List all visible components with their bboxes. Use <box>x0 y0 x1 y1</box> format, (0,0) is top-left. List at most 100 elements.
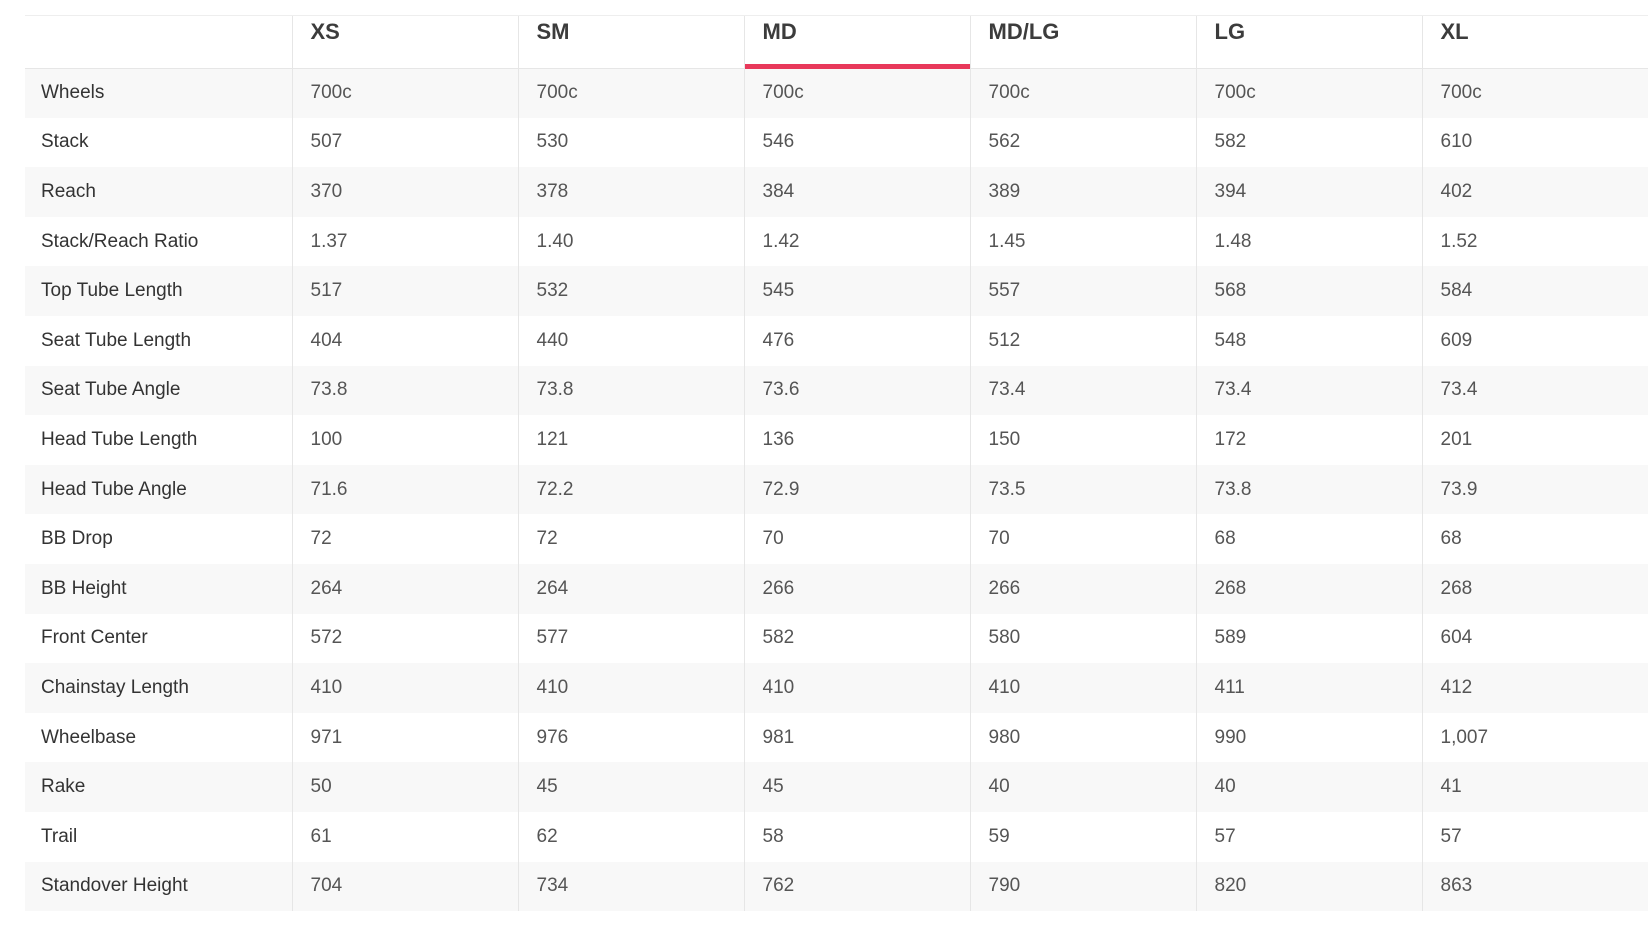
cell-value: 71.6 <box>291 464 518 515</box>
table-row: Seat Tube Angle 73.8 73.8 73.6 73.4 73.4 73.4 <box>25 365 1648 416</box>
row-label: BB Height <box>41 577 127 599</box>
cell-value: 545 <box>743 266 970 316</box>
cell-value: 73.5 <box>969 464 1196 515</box>
cell-value: 1.40 <box>517 216 744 267</box>
cell-value: 517 <box>291 266 518 316</box>
table-row: Chainstay Length 410 410 410 410 411 412 <box>25 663 1648 713</box>
cell-value: 136 <box>743 415 970 465</box>
cell-value: 548 <box>1195 315 1422 366</box>
cell-value: 1.45 <box>969 216 1196 267</box>
cell-value: 1,007 <box>1421 712 1648 763</box>
cell-value: 73.4 <box>1195 365 1422 416</box>
table-row: Wheels 700c 700c 700c 700c 700c 700c <box>25 68 1648 118</box>
row-label: Wheels <box>41 82 105 104</box>
geometry-table: XS SM MD MD/LG LG XL Wheels 700c 700c 700c 700c 70… <box>25 16 1648 912</box>
cell-value: 411 <box>1195 663 1422 713</box>
cell-value: 971 <box>291 712 518 763</box>
cell-value: 72.9 <box>743 464 970 515</box>
cell-value: 45 <box>517 762 744 812</box>
cell-value: 59 <box>969 811 1196 862</box>
cell-value: 370 <box>291 167 518 217</box>
cell-value: 410 <box>969 663 1196 713</box>
cell-value: 41 <box>1421 762 1648 812</box>
cell-value: 73.8 <box>291 365 518 416</box>
table-row: Trail 61 62 58 59 57 57 <box>25 811 1648 862</box>
cell-value: 70 <box>969 514 1196 564</box>
cell-value: 532 <box>517 266 744 316</box>
cell-value: 57 <box>1421 811 1648 862</box>
size-tab-md-lg[interactable]: MD/LG <box>969 16 1196 69</box>
cell-value: 150 <box>969 415 1196 465</box>
row-label: Trail <box>41 825 78 847</box>
row-label: Front Center <box>41 627 148 649</box>
cell-value: 704 <box>291 861 518 912</box>
cell-value: 266 <box>743 563 970 614</box>
cell-value: 476 <box>743 315 970 366</box>
cell-value: 264 <box>291 563 518 614</box>
row-label: BB Drop <box>41 528 113 550</box>
cell-value: 700c <box>743 68 970 118</box>
cell-value: 72 <box>291 514 518 564</box>
cell-value: 402 <box>1421 167 1648 217</box>
size-tab-md[interactable]: MD <box>743 16 970 69</box>
cell-value: 557 <box>969 266 1196 316</box>
size-tab-xl[interactable]: XL <box>1421 16 1648 69</box>
cell-value: 394 <box>1195 167 1422 217</box>
cell-value: 73.9 <box>1421 464 1648 515</box>
cell-value: 57 <box>1195 811 1422 862</box>
cell-value: 62 <box>517 811 744 862</box>
row-label: Stack/Reach Ratio <box>41 230 199 252</box>
cell-value: 73.4 <box>1421 365 1648 416</box>
size-tab-lg[interactable]: LG <box>1195 16 1422 69</box>
table-row: Seat Tube Length 404 440 476 512 548 609 <box>25 315 1648 366</box>
geometry-table-container: XS SM MD MD/LG LG XL Wheels 700c 700c 700c 700c 70… <box>25 15 1648 912</box>
cell-value: 410 <box>291 663 518 713</box>
cell-value: 546 <box>743 117 970 168</box>
table-row: Reach 370 378 384 389 394 402 <box>25 167 1648 217</box>
cell-value: 266 <box>969 563 1196 614</box>
cell-value: 45 <box>743 762 970 812</box>
cell-value: 264 <box>517 563 744 614</box>
cell-value: 820 <box>1195 861 1422 912</box>
table-body: Wheels 700c 700c 700c 700c 700c 700c Stack 507 53… <box>25 68 1648 912</box>
cell-value: 589 <box>1195 613 1422 664</box>
cell-value: 572 <box>291 613 518 664</box>
cell-value: 700c <box>1195 68 1422 118</box>
cell-value: 700c <box>969 68 1196 118</box>
cell-value: 734 <box>517 861 744 912</box>
table-row: Top Tube Length 517 532 545 557 568 584 <box>25 266 1648 316</box>
cell-value: 172 <box>1195 415 1422 465</box>
cell-value: 990 <box>1195 712 1422 763</box>
cell-value: 121 <box>517 415 744 465</box>
cell-value: 530 <box>517 117 744 168</box>
cell-value: 412 <box>1421 663 1648 713</box>
size-tab-xs[interactable]: XS <box>291 16 518 69</box>
row-label: Chainstay Length <box>41 676 189 698</box>
cell-value: 700c <box>291 68 518 118</box>
cell-value: 609 <box>1421 315 1648 366</box>
cell-value: 562 <box>969 117 1196 168</box>
cell-value: 980 <box>969 712 1196 763</box>
table-row: Front Center 572 577 582 580 589 604 <box>25 613 1648 664</box>
cell-value: 568 <box>1195 266 1422 316</box>
cell-value: 70 <box>743 514 970 564</box>
cell-value: 201 <box>1421 415 1648 465</box>
cell-value: 50 <box>291 762 518 812</box>
cell-value: 72 <box>517 514 744 564</box>
cell-value: 268 <box>1421 563 1648 614</box>
row-label: Wheelbase <box>41 726 137 748</box>
table-row: Standover Height 704 734 762 790 820 863 <box>25 861 1648 912</box>
cell-value: 981 <box>743 712 970 763</box>
cell-value: 378 <box>517 167 744 217</box>
cell-value: 1.37 <box>291 216 518 267</box>
table-row: Rake 50 45 45 40 40 41 <box>25 762 1648 812</box>
size-tab-sm[interactable]: SM <box>517 16 744 69</box>
cell-value: 100 <box>291 415 518 465</box>
cell-value: 40 <box>1195 762 1422 812</box>
row-label: Standover Height <box>41 875 188 897</box>
cell-value: 58 <box>743 811 970 862</box>
cell-value: 73.6 <box>743 365 970 416</box>
cell-value: 584 <box>1421 266 1648 316</box>
cell-value: 73.4 <box>969 365 1196 416</box>
table-row: Head Tube Angle 71.6 72.2 72.9 73.5 73.8 73.9 <box>25 464 1648 515</box>
